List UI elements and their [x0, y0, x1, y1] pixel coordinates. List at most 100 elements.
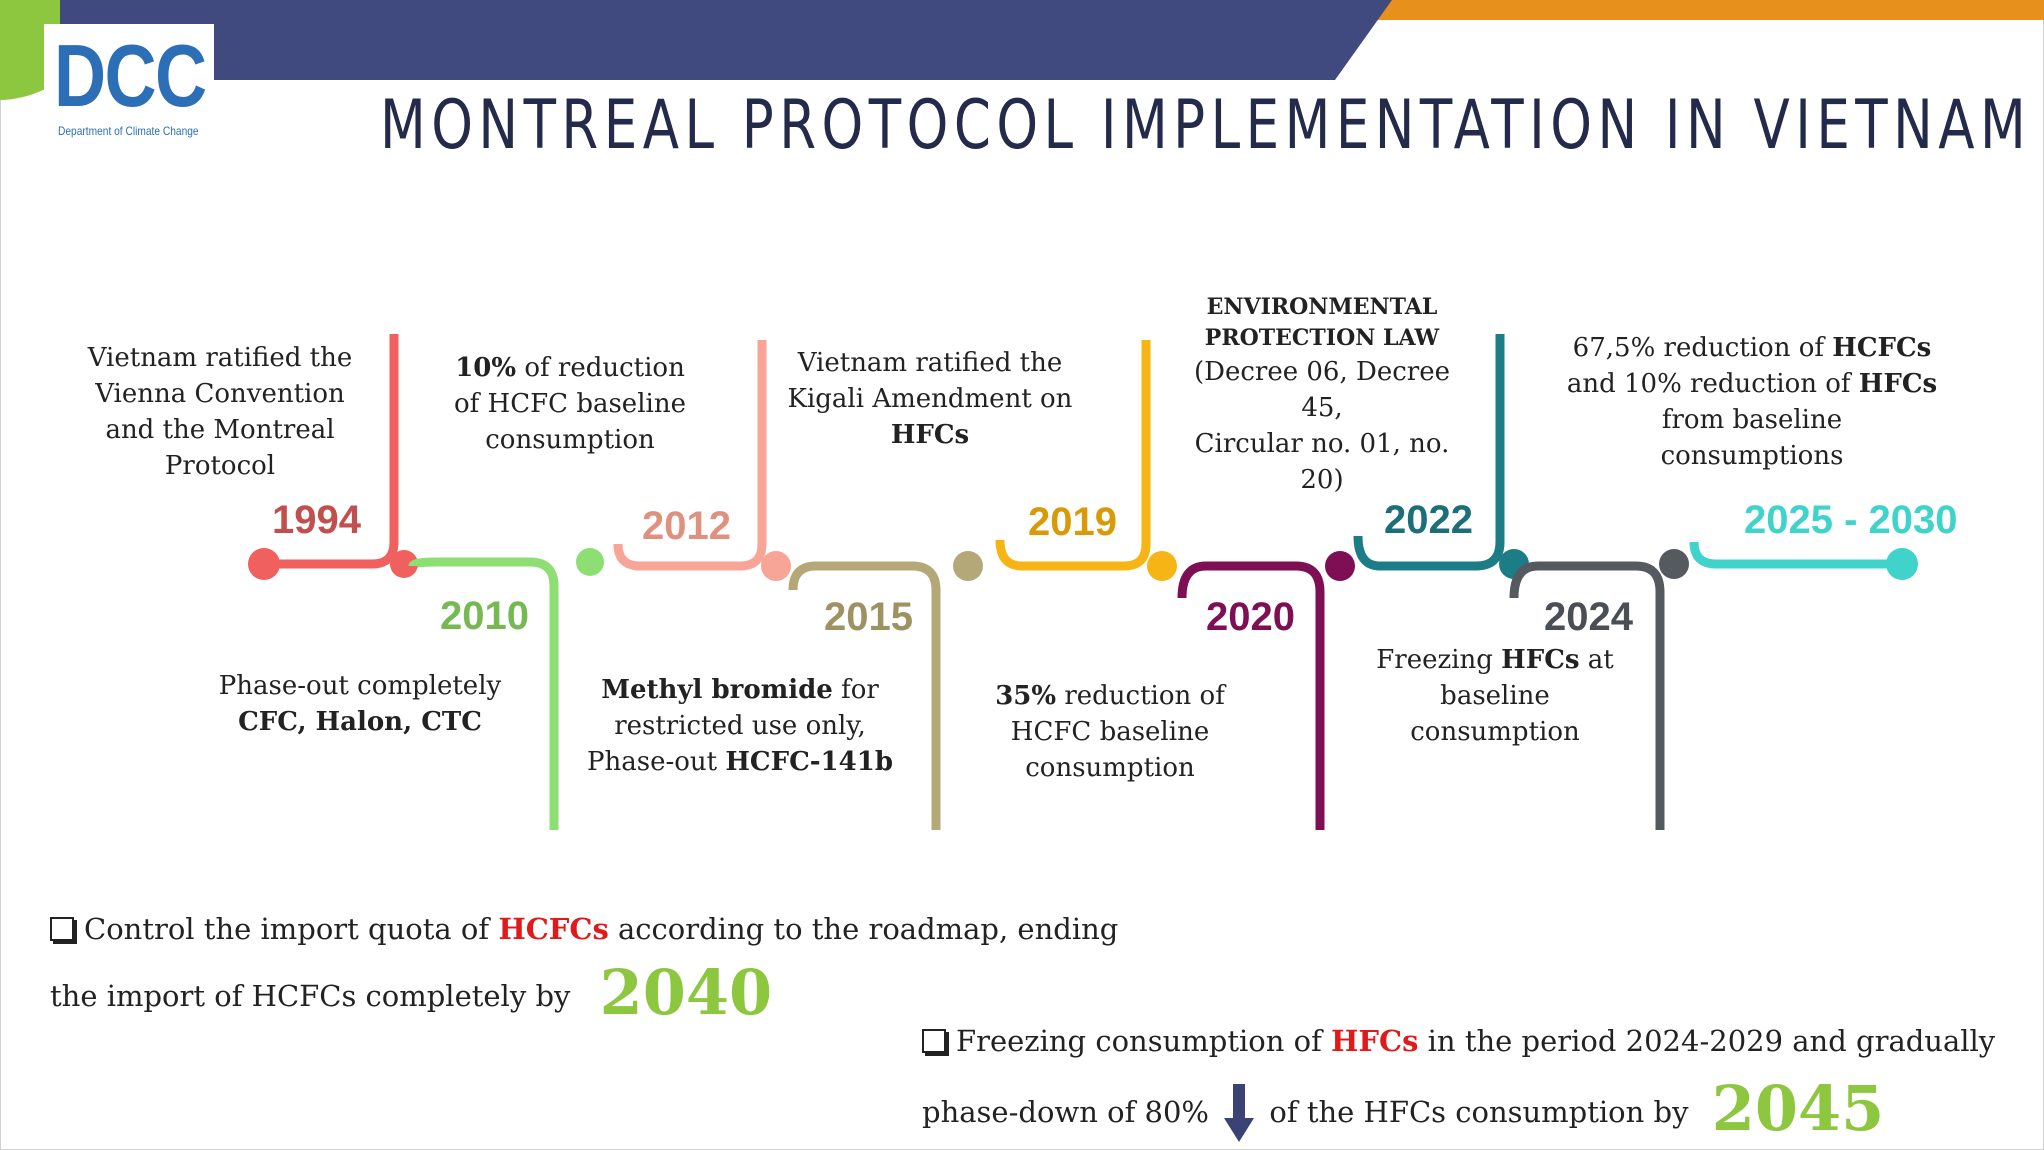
bullet-hcfc-line2: the import of HCFCs completely by 2040 [50, 956, 772, 1029]
milestone-3-dot [953, 551, 983, 581]
bullet2-text-c: phase-down of 80% [922, 1095, 1209, 1129]
milestone-0-description-line: Protocol [164, 451, 276, 481]
milestone-8-connector [1689, 541, 1900, 569]
milestone-7-dot [1659, 549, 1689, 579]
milestone-3-description-line: Methyl bromide for [601, 675, 879, 705]
milestone-7-description: Freezing HFCs at baseline consumption [1360, 642, 1630, 750]
checkbox-bullet-icon [922, 1029, 946, 1053]
milestone-4-dot [1147, 551, 1177, 581]
bullet1-text-a: Control the import quota of [84, 912, 499, 946]
milestone-2-year: 2012 [642, 504, 731, 548]
milestone-6-description-line: (Decree 06, Decree 45, [1193, 357, 1450, 423]
milestone-2-description: 10% of reduction of HCFC baseline consumpt… [420, 350, 720, 458]
milestone-0-year: 1994 [272, 498, 361, 542]
milestone-5-description-line: 35% reduction of [995, 681, 1225, 711]
milestone-6-description-line: Circular no. 01, no. 20) [1194, 429, 1450, 495]
bullet1-year: 2040 [599, 956, 773, 1029]
milestone-3-description-line: restricted use only, [614, 711, 866, 741]
bullet2-text-a: Freezing consumption of [956, 1024, 1332, 1058]
milestone-1-connector [408, 557, 559, 830]
milestone-8-dot [1886, 548, 1918, 580]
milestone-1-year: 2010 [440, 594, 529, 638]
bullet-hfc-line2: phase-down of 80% of the HFCs consumptio… [922, 1072, 1884, 1145]
milestone-5-connector [1177, 561, 1325, 830]
milestone-2-description-line: consumption [485, 425, 655, 455]
milestone-7-description-line: baseline [1440, 681, 1550, 711]
milestone-8-description-line: and 10% reduction of HFCs [1566, 369, 1938, 399]
milestone-3-connector [788, 561, 941, 830]
milestone-8-description-line: consumptions [1660, 441, 1844, 471]
milestone-4-bold-term: HFCs [890, 420, 970, 450]
milestone-3-description-line: Phase-out HCFC-141b [586, 747, 894, 777]
milestone-8-description: 67,5% reduction of HCFCs and 10% reductio… [1552, 330, 1952, 474]
milestone-5-description-line: HCFC baseline [1010, 717, 1210, 747]
milestone-5-description-line: consumption [1025, 753, 1195, 783]
checkbox-bullet-icon [50, 917, 74, 941]
bullet1-text-b: according to the roadmap, ending [608, 912, 1119, 946]
milestone-6-description-line: ENVIRONMENTAL [1172, 292, 1472, 323]
milestone-4-description-line: HFCs [780, 417, 1080, 453]
bullet2-highlight: HFCs [1331, 1024, 1419, 1058]
milestone-1-dot [576, 548, 604, 576]
milestone-0-end-dot [390, 550, 418, 578]
milestone-3-bold-term: Methyl bromide [601, 675, 833, 705]
milestone-2-description-line: 10% of reduction [455, 353, 685, 383]
milestone-5-year: 2020 [1206, 595, 1295, 639]
milestone-1-bold-term: CFC, Halon, CTC [238, 707, 482, 737]
milestone-8-bold-term: HCFCs [1832, 333, 1932, 363]
milestone-6-connector [1353, 334, 1505, 571]
milestone-2-bold-term: 10% [455, 353, 517, 383]
milestone-0-connector [263, 334, 399, 569]
milestone-5-description: 35% reduction of HCFC baseline consumption [960, 678, 1260, 786]
milestone-3-year: 2015 [824, 595, 913, 639]
milestone-4-description: Vietnam ratified the Kigali Amendment on H… [780, 345, 1080, 453]
navy-band [60, 0, 1392, 80]
milestone-3-description: Methyl bromide for restricted use only, Ph… [580, 672, 900, 780]
down-arrow-icon [1224, 1084, 1255, 1142]
bullet-hcfc-line1: Control the import quota of HCFCs accord… [50, 912, 1118, 946]
milestone-6-description: ENVIRONMENTAL PROTECTION LAW (Decree 06, D… [1172, 292, 1472, 498]
bullet-hfc-line1: Freezing consumption of HFCs in the peri… [922, 1024, 1995, 1058]
milestone-7-description-line: Freezing HFCs at [1376, 645, 1614, 675]
milestone-3-bold-term: HCFC-141b [725, 747, 894, 777]
milestone-0-description-line: Vietnam ratified the [87, 343, 353, 373]
milestone-7-year: 2024 [1544, 595, 1633, 639]
bullet1-highlight: HCFCs [498, 912, 609, 946]
milestone-7-connector [1509, 561, 1665, 830]
milestone-1-description-line: CFC, Halon, CTC [210, 704, 510, 740]
milestone-6-bold-term: ENVIRONMENTAL [1206, 294, 1438, 320]
logo-subtitle: Department of Climate Change [58, 124, 199, 138]
dcc-logo: DCC Department of Climate Change [44, 24, 214, 144]
bullet2-year: 2045 [1711, 1072, 1885, 1145]
logo-text: DCC [54, 26, 207, 125]
milestone-4-description-line: Kigali Amendment on [787, 384, 1073, 414]
milestone-5-dot [1325, 551, 1355, 581]
milestone-8-description-line: 67,5% reduction of HCFCs [1572, 333, 1932, 363]
milestone-5-bold-term: 35% [995, 681, 1057, 711]
milestone-2-dot [761, 551, 791, 581]
bullet2-text-b: in the period 2024-2029 and gradually [1418, 1024, 1996, 1058]
milestone-4-year: 2019 [1028, 500, 1117, 544]
milestone-0-description-line: Vienna Convention [95, 379, 345, 409]
milestone-6-bold-term: PROTECTION LAW [1204, 325, 1440, 351]
milestone-0-dot [248, 548, 280, 580]
milestone-7-bold-term: HFCs [1501, 645, 1580, 675]
milestone-0-description: Vietnam ratified the Vienna Convention and… [70, 340, 370, 484]
bullet1-text-c: the import of HCFCs completely by [50, 979, 571, 1013]
milestone-2-connector [613, 340, 767, 571]
milestone-7-description-line: consumption [1410, 717, 1580, 747]
orange-stripe [1370, 0, 2044, 20]
milestone-6-description-line: PROTECTION LAW [1172, 323, 1472, 354]
milestone-8-bold-term: HFCs [1858, 369, 1938, 399]
bullet2-text-d: of the HFCs consumption by [1269, 1095, 1689, 1129]
milestone-1-description: Phase-out completely CFC, Halon, CTC [210, 668, 510, 740]
milestone-8-year: 2025 - 2030 [1744, 498, 1958, 542]
milestone-8-description-line: from baseline [1661, 405, 1843, 435]
milestone-4-connector [995, 340, 1151, 571]
milestone-4-description-line: Vietnam ratified the [797, 348, 1063, 378]
milestone-1-description-line: Phase-out completely [218, 671, 502, 701]
milestone-2-description-line: of HCFC baseline [454, 389, 686, 419]
milestone-6-year: 2022 [1384, 498, 1473, 542]
milestone-0-description-line: and the Montreal [105, 415, 335, 445]
